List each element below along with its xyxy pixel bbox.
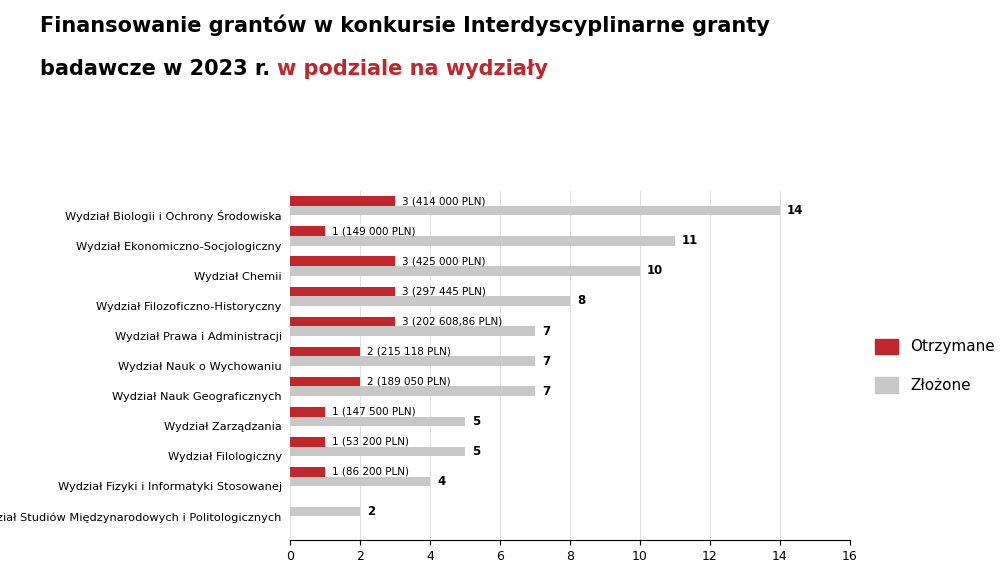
Text: 8: 8 xyxy=(577,294,585,307)
Text: 10: 10 xyxy=(647,265,663,278)
Text: 11: 11 xyxy=(682,234,698,247)
Text: 1 (53 200 PLN): 1 (53 200 PLN) xyxy=(332,437,409,447)
Text: badawcze w 2023 r.: badawcze w 2023 r. xyxy=(40,59,277,79)
Bar xyxy=(290,296,570,306)
Text: 2 (215 118 PLN): 2 (215 118 PLN) xyxy=(367,346,451,356)
Bar xyxy=(290,236,675,245)
Bar xyxy=(290,407,325,417)
Bar xyxy=(290,386,535,396)
Text: 7: 7 xyxy=(542,355,550,368)
Bar xyxy=(290,446,465,456)
Bar xyxy=(290,206,780,216)
Text: 7: 7 xyxy=(542,385,550,397)
Bar xyxy=(290,477,430,486)
Text: 3 (414 000 PLN): 3 (414 000 PLN) xyxy=(402,196,486,206)
Bar xyxy=(290,467,325,477)
Text: 7: 7 xyxy=(542,324,550,338)
Text: 1 (149 000 PLN): 1 (149 000 PLN) xyxy=(332,226,416,236)
Text: 5: 5 xyxy=(472,445,480,458)
Bar xyxy=(290,226,325,236)
Bar xyxy=(290,417,465,426)
Text: w podziale na wydziały: w podziale na wydziały xyxy=(277,59,548,79)
Bar xyxy=(290,347,360,356)
Text: 5: 5 xyxy=(472,415,480,428)
Text: 3 (425 000 PLN): 3 (425 000 PLN) xyxy=(402,256,486,266)
Legend: Otrzymane, Złożone: Otrzymane, Złożone xyxy=(869,332,1000,400)
Bar xyxy=(290,316,395,326)
Text: 1 (147 500 PLN): 1 (147 500 PLN) xyxy=(332,406,416,417)
Text: 3 (297 445 PLN): 3 (297 445 PLN) xyxy=(402,287,486,296)
Bar xyxy=(290,266,640,276)
Bar xyxy=(290,326,535,336)
Bar xyxy=(290,356,535,366)
Text: 3 (202 608,86 PLN): 3 (202 608,86 PLN) xyxy=(402,316,502,327)
Text: 2: 2 xyxy=(367,505,375,518)
Bar xyxy=(290,287,395,296)
Text: 4: 4 xyxy=(437,475,445,488)
Text: 14: 14 xyxy=(787,204,803,217)
Bar xyxy=(290,377,360,386)
Bar xyxy=(290,437,325,446)
Text: Finansowanie grantów w konkursie Interdyscyplinarne granty: Finansowanie grantów w konkursie Interdy… xyxy=(40,14,770,35)
Bar xyxy=(290,196,395,206)
Text: 2 (189 050 PLN): 2 (189 050 PLN) xyxy=(367,377,451,387)
Bar xyxy=(290,256,395,266)
Text: 1 (86 200 PLN): 1 (86 200 PLN) xyxy=(332,467,409,477)
Bar xyxy=(290,507,360,516)
